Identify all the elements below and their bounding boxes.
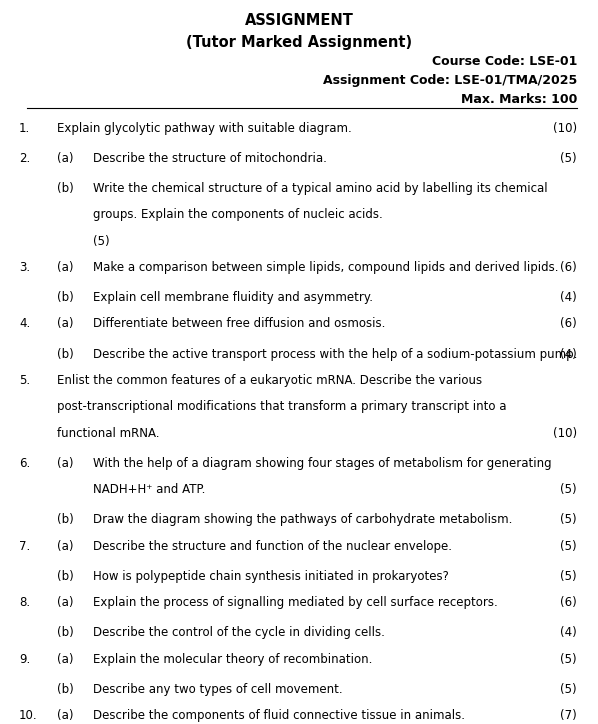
Text: Draw the diagram showing the pathways of carbohydrate metabolism.: Draw the diagram showing the pathways of… [93,513,512,526]
Text: 3.: 3. [19,261,30,274]
Text: 10.: 10. [19,710,38,722]
Text: 4.: 4. [19,318,30,330]
Text: Explain the molecular theory of recombination.: Explain the molecular theory of recombin… [93,653,372,665]
Text: Make a comparison between simple lipids, compound lipids and derived lipids.: Make a comparison between simple lipids,… [93,261,558,274]
Text: (a): (a) [57,653,74,665]
Text: (10): (10) [553,122,577,135]
Text: ASSIGNMENT: ASSIGNMENT [245,13,353,28]
Text: Course Code: LSE-01: Course Code: LSE-01 [432,55,577,68]
Text: (5): (5) [560,152,577,164]
Text: (a): (a) [57,261,74,274]
Text: (5): (5) [93,235,109,248]
Text: groups. Explain the components of nucleic acids.: groups. Explain the components of nuclei… [93,209,383,221]
Text: (4): (4) [560,348,577,361]
Text: (Tutor Marked Assignment): (Tutor Marked Assignment) [186,35,412,50]
Text: (6): (6) [560,318,577,330]
Text: 5.: 5. [19,374,30,387]
Text: (5): (5) [560,513,577,526]
Text: Enlist the common features of a eukaryotic mRNA. Describe the various: Enlist the common features of a eukaryot… [57,374,482,387]
Text: 2.: 2. [19,152,30,164]
Text: (5): (5) [560,540,577,552]
Text: Describe the structure and function of the nuclear envelope.: Describe the structure and function of t… [93,540,451,552]
Text: (a): (a) [57,318,74,330]
Text: (b): (b) [57,683,74,696]
Text: 6.: 6. [19,457,30,470]
Text: (4): (4) [560,291,577,304]
Text: Differentiate between free diffusion and osmosis.: Differentiate between free diffusion and… [93,318,385,330]
Text: (5): (5) [560,484,577,496]
Text: 8.: 8. [19,597,30,609]
Text: (a): (a) [57,540,74,552]
Text: (6): (6) [560,261,577,274]
Text: Explain cell membrane fluidity and asymmetry.: Explain cell membrane fluidity and asymm… [93,291,373,304]
Text: Max. Marks: 100: Max. Marks: 100 [460,93,577,106]
Text: (6): (6) [560,597,577,609]
Text: (7): (7) [560,710,577,722]
Text: 7.: 7. [19,540,30,552]
Text: Explain glycolytic pathway with suitable diagram.: Explain glycolytic pathway with suitable… [57,122,352,135]
Text: (5): (5) [560,683,577,696]
Text: How is polypeptide chain synthesis initiated in prokaryotes?: How is polypeptide chain synthesis initi… [93,570,448,583]
Text: Describe the control of the cycle in dividing cells.: Describe the control of the cycle in div… [93,626,385,639]
Text: (b): (b) [57,513,74,526]
Text: (b): (b) [57,570,74,583]
Text: Describe any two types of cell movement.: Describe any two types of cell movement. [93,683,342,696]
Text: Write the chemical structure of a typical amino acid by labelling its chemical: Write the chemical structure of a typica… [93,182,547,195]
Text: (10): (10) [553,427,577,439]
Text: (5): (5) [560,570,577,583]
Text: With the help of a diagram showing four stages of metabolism for generating: With the help of a diagram showing four … [93,457,551,470]
Text: NADH+H⁺ and ATP.: NADH+H⁺ and ATP. [93,484,205,496]
Text: Describe the structure of mitochondria.: Describe the structure of mitochondria. [93,152,327,164]
Text: Describe the components of fluid connective tissue in animals.: Describe the components of fluid connect… [93,710,465,722]
Text: Describe the active transport process with the help of a sodium-potassium pump.: Describe the active transport process wi… [93,348,577,361]
Text: (a): (a) [57,597,74,609]
Text: 1.: 1. [19,122,30,135]
Text: (a): (a) [57,152,74,164]
Text: (b): (b) [57,348,74,361]
Text: (b): (b) [57,291,74,304]
Text: 9.: 9. [19,653,30,665]
Text: post-transcriptional modifications that transform a primary transcript into a: post-transcriptional modifications that … [57,400,507,413]
Text: (5): (5) [560,653,577,665]
Text: (4): (4) [560,626,577,639]
Text: (a): (a) [57,457,74,470]
Text: functional mRNA.: functional mRNA. [57,427,159,439]
Text: Explain the process of signalling mediated by cell surface receptors.: Explain the process of signalling mediat… [93,597,498,609]
Text: (b): (b) [57,626,74,639]
Text: Assignment Code: LSE-01/TMA/2025: Assignment Code: LSE-01/TMA/2025 [323,75,577,88]
Text: (b): (b) [57,182,74,195]
Text: (a): (a) [57,710,74,722]
